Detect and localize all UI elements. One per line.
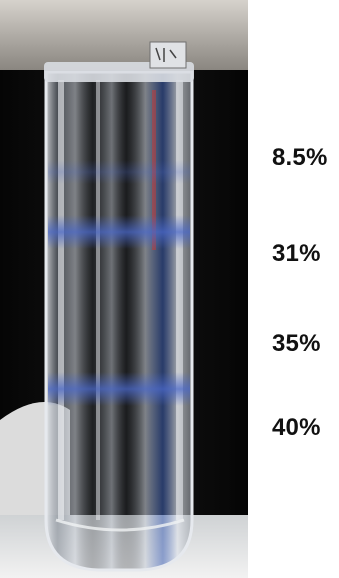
- gradient-band-faint: [48, 160, 190, 184]
- gradient-band-1: [48, 215, 190, 249]
- tube-photo-svg: [0, 0, 248, 578]
- cap-marking: [155, 47, 177, 62]
- glass-highlight-mid: [96, 80, 100, 520]
- top-backdrop: [0, 0, 248, 70]
- concentration-label-40: 40%: [272, 414, 321, 441]
- tube-body: [44, 70, 194, 572]
- gradient-band-2: [48, 372, 190, 406]
- tube-cap-tab: [149, 41, 187, 69]
- glass-highlight-left: [58, 80, 64, 520]
- tube-bottom-meniscus: [55, 518, 185, 532]
- concentration-labels: 8.5% 31% 35% 40%: [260, 0, 339, 578]
- concentration-label-35: 35%: [272, 330, 321, 357]
- concentration-label-31: 31%: [272, 240, 321, 267]
- tube-photo: [0, 0, 248, 578]
- glass-highlight-right: [176, 80, 183, 520]
- concentration-label-8-5: 8.5%: [272, 144, 328, 171]
